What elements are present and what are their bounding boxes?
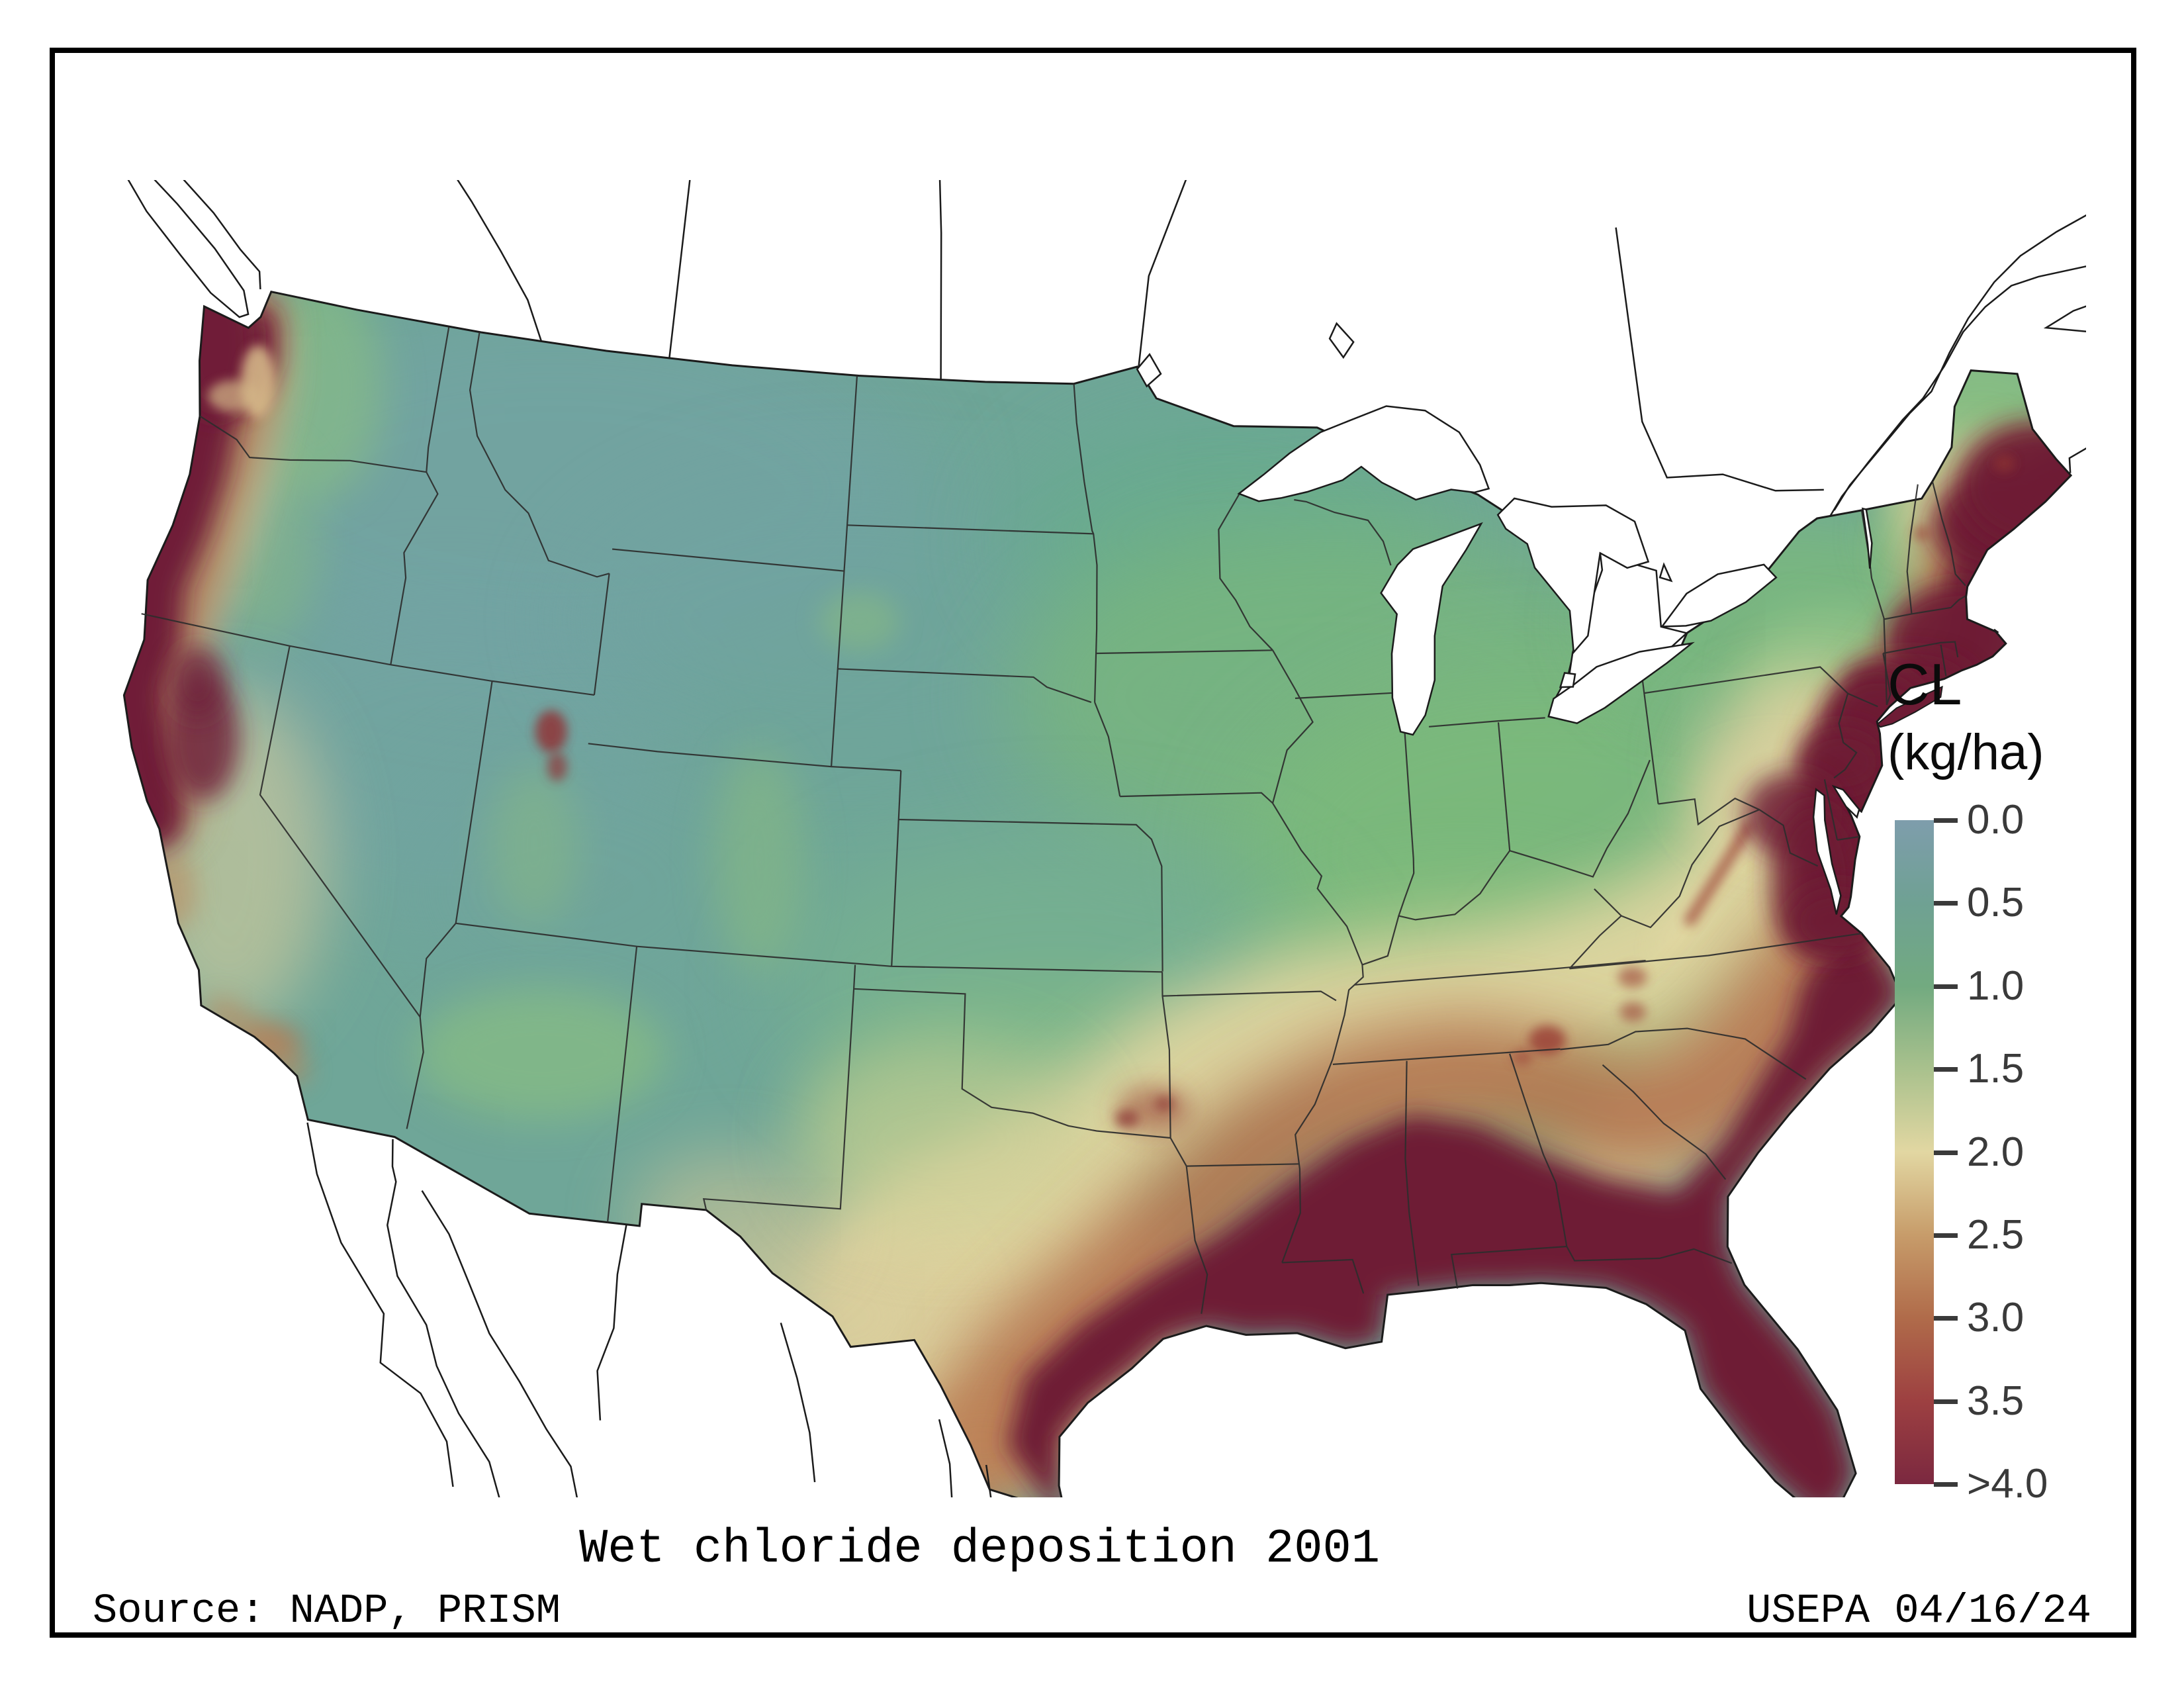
colorbar-tick xyxy=(1934,1233,1958,1238)
source-note: Source: NADP, PRISM xyxy=(93,1587,561,1634)
colorbar-tick xyxy=(1934,1150,1958,1155)
colorbar-tick-label: 2.0 xyxy=(1967,1129,2025,1175)
colorbar-tick xyxy=(1934,901,1958,906)
colorbar-tick xyxy=(1934,1316,1958,1321)
legend-unit: (kg/ha) xyxy=(1888,724,2044,780)
great-lakes xyxy=(1237,405,1873,915)
map-title: Wet chloride deposition 2001 xyxy=(579,1522,1380,1576)
colorbar-tick xyxy=(1934,818,1958,823)
colorbar-tick-label: 2.5 xyxy=(1967,1212,2025,1258)
colorbar-tick xyxy=(1934,1399,1958,1404)
colorbar-tick-label: 3.5 xyxy=(1967,1378,2025,1424)
colorbar-tick-label: 1.0 xyxy=(1967,962,2025,1009)
legend-title: CL xyxy=(1888,651,1962,717)
mexico-borders xyxy=(306,1122,992,1497)
colorbar-tick-label: 0.0 xyxy=(1967,797,2025,843)
colorbar-tick xyxy=(1934,1067,1958,1072)
figure-frame xyxy=(50,48,2136,1638)
colorbar-tick-label: 3.0 xyxy=(1967,1295,2025,1341)
colorbar-tick xyxy=(1934,984,1958,989)
credit-note: USEPA 04/16/24 xyxy=(1747,1587,2091,1634)
colorbar-tick-label: 1.5 xyxy=(1967,1046,2025,1092)
state-borders xyxy=(141,326,1966,1314)
canada-borders xyxy=(127,180,2086,583)
colorbar-tick-label: >4.0 xyxy=(1967,1461,2048,1507)
long-island xyxy=(1876,685,1943,728)
colorbar-tick xyxy=(1934,1482,1958,1487)
colorbar-tick-label: 0.5 xyxy=(1967,880,2025,926)
colorbar xyxy=(1895,820,1934,1484)
